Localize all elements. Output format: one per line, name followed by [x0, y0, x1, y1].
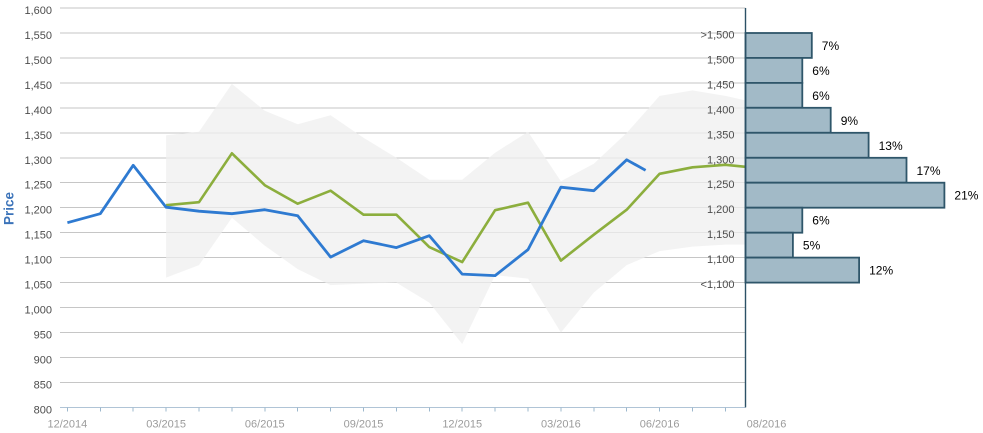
svg-text:1,150: 1,150	[24, 230, 52, 242]
svg-text:800: 800	[34, 404, 52, 416]
svg-text:Price: Price	[2, 191, 17, 225]
svg-text:06/2016: 06/2016	[640, 419, 680, 431]
svg-text:1,400: 1,400	[24, 105, 52, 117]
svg-text:900: 900	[34, 355, 52, 367]
svg-text:1,300: 1,300	[707, 154, 735, 166]
svg-text:03/2016: 03/2016	[541, 419, 581, 431]
svg-text:1,250: 1,250	[24, 180, 52, 192]
svg-text:7%: 7%	[822, 39, 840, 53]
svg-text:1,350: 1,350	[707, 129, 735, 141]
svg-text:17%: 17%	[917, 164, 941, 178]
svg-text:6%: 6%	[812, 89, 830, 103]
svg-text:9%: 9%	[841, 114, 859, 128]
svg-text:13%: 13%	[879, 139, 903, 153]
svg-text:1,200: 1,200	[24, 205, 52, 217]
svg-text:06/2015: 06/2015	[245, 419, 285, 431]
svg-text:1,100: 1,100	[707, 254, 735, 266]
svg-text:1,300: 1,300	[24, 155, 52, 167]
svg-text:1,000: 1,000	[24, 305, 52, 317]
svg-text:950: 950	[34, 330, 52, 342]
svg-text:1,500: 1,500	[24, 55, 52, 67]
svg-text:1,050: 1,050	[24, 280, 52, 292]
svg-text:1,500: 1,500	[707, 54, 735, 66]
svg-text:850: 850	[34, 379, 52, 391]
svg-text:03/2015: 03/2015	[146, 419, 186, 431]
svg-text:21%: 21%	[954, 189, 978, 203]
svg-text:12%: 12%	[869, 264, 893, 278]
svg-text:1,250: 1,250	[707, 179, 735, 191]
svg-text:1,600: 1,600	[24, 5, 52, 17]
svg-text:6%: 6%	[812, 214, 830, 228]
svg-text:6%: 6%	[812, 64, 830, 78]
svg-text:1,450: 1,450	[707, 79, 735, 91]
svg-text:12/2015: 12/2015	[442, 419, 482, 431]
svg-text:08/2016: 08/2016	[747, 419, 787, 431]
svg-text:1,200: 1,200	[707, 204, 735, 216]
svg-text:5%: 5%	[803, 239, 821, 253]
svg-text:12/2014: 12/2014	[48, 419, 88, 431]
svg-text:1,350: 1,350	[24, 130, 52, 142]
svg-text:1,100: 1,100	[24, 255, 52, 267]
svg-text:<1,100: <1,100	[701, 279, 735, 291]
svg-text:>1,500: >1,500	[701, 30, 735, 42]
svg-text:1,550: 1,550	[24, 30, 52, 42]
svg-text:1,450: 1,450	[24, 80, 52, 92]
svg-text:1,400: 1,400	[707, 104, 735, 116]
svg-text:09/2015: 09/2015	[344, 419, 384, 431]
svg-text:1,150: 1,150	[707, 229, 735, 241]
